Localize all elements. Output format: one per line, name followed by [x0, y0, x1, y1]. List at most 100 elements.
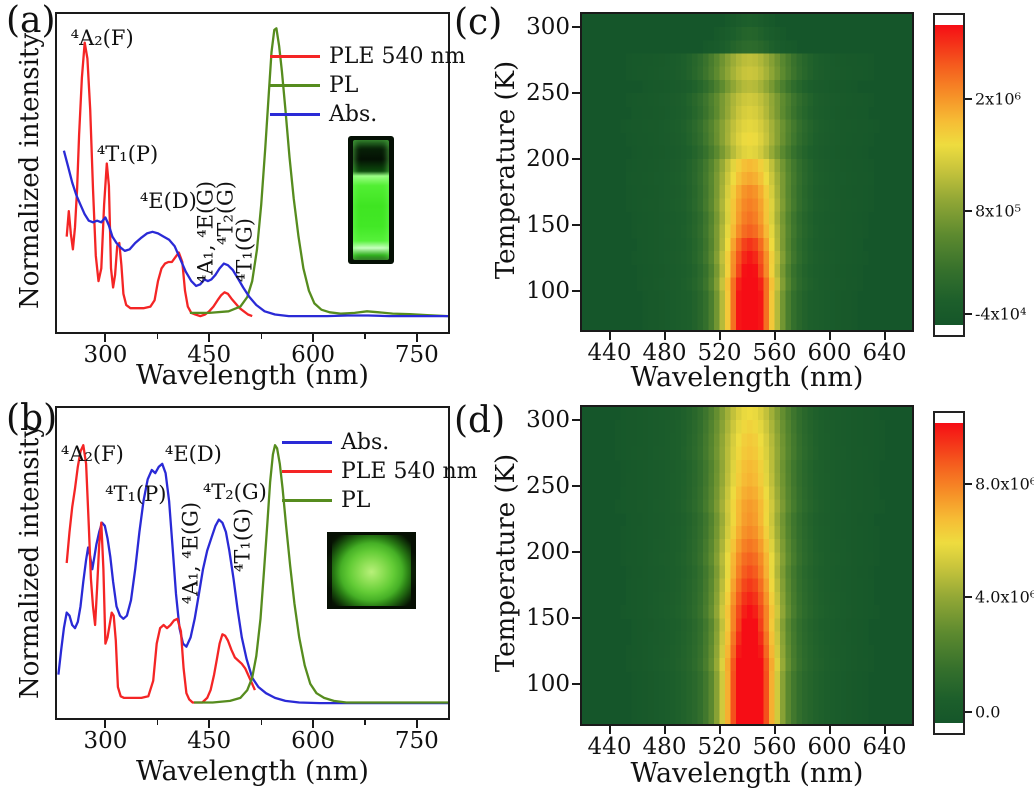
- x-tick-label: 560: [752, 734, 797, 760]
- inset-photo-cuvette: [348, 136, 394, 264]
- y-axis-label-c: Temperature (K): [491, 60, 521, 280]
- transition-annotation: ⁴A₂(F): [70, 26, 134, 51]
- x-tick-label: 640: [862, 340, 907, 366]
- transition-annotation: ⁴E(D): [164, 441, 222, 466]
- series-abs-: [62, 150, 448, 318]
- series-abs-: [57, 462, 448, 705]
- transition-annotation: ⁴A₂(F): [60, 441, 124, 466]
- colorbar-cap-bottom: [935, 325, 963, 335]
- legend-item: PL: [270, 71, 465, 100]
- y-tick-label: 200: [526, 539, 570, 566]
- plot-area-d: [580, 405, 914, 726]
- x-tick-label: 480: [642, 734, 687, 760]
- legend-label: PLE 540 nm: [329, 43, 466, 69]
- panel-label-d: (d): [454, 400, 506, 441]
- x-tick-mark: [104, 334, 107, 342]
- x-tick-mark: [104, 720, 107, 728]
- y-axis-label-a: Normalized intensity: [15, 32, 45, 310]
- y-tick-mark: [572, 419, 580, 422]
- x-tick-label: 640: [862, 734, 907, 760]
- x-tick-label: 300: [83, 728, 128, 754]
- y-tick-label: 100: [526, 277, 570, 304]
- colorbar-tick-mark: [965, 209, 972, 212]
- y-tick-label: 100: [526, 671, 570, 698]
- x-tick-label: 560: [752, 340, 797, 366]
- heatmap-plot: [582, 14, 912, 330]
- legend-line-swatch: [270, 84, 320, 87]
- legend-item: Abs.: [282, 428, 477, 457]
- x-tick-mark: [312, 334, 315, 342]
- legend-line-swatch: [270, 55, 320, 58]
- series-ple-540-nm: [65, 444, 256, 704]
- legend-item: Abs.: [270, 100, 465, 129]
- colorbar-cap-top: [935, 413, 963, 423]
- spectra-plot: [62, 27, 448, 318]
- heatmap-cells: [620, 14, 880, 330]
- panel-label-b: (b): [6, 398, 58, 439]
- x-tick-mark: [608, 332, 611, 340]
- series-pl: [194, 444, 448, 704]
- series-ple-540-nm: [65, 41, 253, 318]
- x-tick-mark: [312, 720, 315, 728]
- legend-line-swatch: [282, 441, 332, 444]
- particle-glow-core: [332, 535, 411, 606]
- colorbar-tick-label: 8x10⁵: [975, 201, 1021, 221]
- panel-d-heatmap: (d) Temperature (K) Wavelength (nm) 440 4…: [450, 398, 1034, 797]
- cuvette-liquid: [353, 140, 389, 260]
- spectra-plot: [57, 444, 448, 705]
- x-tick-label: 440: [587, 734, 632, 760]
- x-tick-label: 520: [697, 734, 742, 760]
- x-tick-label: 440: [587, 340, 632, 366]
- colorbar-tick-mark: [965, 313, 972, 316]
- legend-item: PLE 540 nm: [282, 457, 477, 486]
- x-axis-label-b: Wavelength (nm): [136, 756, 369, 787]
- colorbar-tick-label: -4x10⁴: [975, 304, 1027, 324]
- y-tick-mark: [572, 223, 580, 226]
- y-tick-mark: [572, 92, 580, 94]
- inset-photo-particle: [327, 532, 416, 609]
- x-tick-mark: [415, 720, 418, 728]
- panel-label-a: (a): [6, 0, 56, 41]
- y-tick-mark: [572, 26, 580, 29]
- y-tick-mark: [572, 157, 580, 160]
- colorbar-tick-mark: [965, 710, 972, 713]
- y-tick-label: 250: [526, 473, 570, 500]
- y-tick-label: 150: [526, 211, 570, 238]
- y-tick-label: 300: [526, 14, 570, 41]
- x-tick-mark: [883, 332, 886, 340]
- heatmap-plot: [582, 407, 912, 724]
- colorbar-tick-label: 4.0x10⁶: [975, 587, 1034, 607]
- x-tick-label: 480: [642, 340, 687, 366]
- colorbar-cap-bottom: [935, 723, 963, 733]
- panel-b-spectra: (b) Normalized intensity ⁴A₂(F) ⁴T₁(P) ⁴E(…: [0, 398, 477, 797]
- y-axis-label-b: Normalized intensity: [15, 422, 45, 700]
- x-tick-mark: [828, 726, 831, 734]
- x-minor-tick-mark: [364, 720, 366, 725]
- x-tick-mark: [415, 334, 418, 342]
- y-tick-label: 300: [526, 407, 570, 434]
- legend-label: Abs.: [341, 429, 390, 455]
- x-tick-label: 750: [394, 728, 439, 754]
- legend-label: PL: [341, 487, 371, 513]
- x-tick-label: 750: [394, 342, 439, 368]
- y-tick-mark: [572, 289, 580, 292]
- colorbar-tick-label: 2x10⁶: [975, 89, 1021, 109]
- x-tick-mark: [773, 332, 776, 340]
- legend-line-swatch: [282, 499, 332, 502]
- x-tick-mark: [663, 332, 666, 340]
- x-tick-label: 600: [291, 728, 335, 754]
- y-tick-mark: [572, 683, 580, 686]
- y-tick-label: 150: [526, 605, 570, 632]
- y-tick-mark: [572, 617, 580, 620]
- transition-annotation: ⁴E(D): [139, 188, 197, 213]
- x-axis-label-c: Wavelength (nm): [630, 362, 864, 393]
- panel-label-c: (c): [454, 2, 503, 43]
- x-tick-mark: [208, 334, 211, 342]
- transition-annotation: ⁴T₁(G): [232, 217, 257, 282]
- x-tick-mark: [663, 726, 666, 734]
- colorbar-tick-mark: [965, 97, 972, 100]
- legend-b: Abs. PLE 540 nm PL: [282, 428, 477, 515]
- heatmap-cells: [615, 407, 886, 724]
- x-axis-label-d: Wavelength (nm): [630, 758, 864, 789]
